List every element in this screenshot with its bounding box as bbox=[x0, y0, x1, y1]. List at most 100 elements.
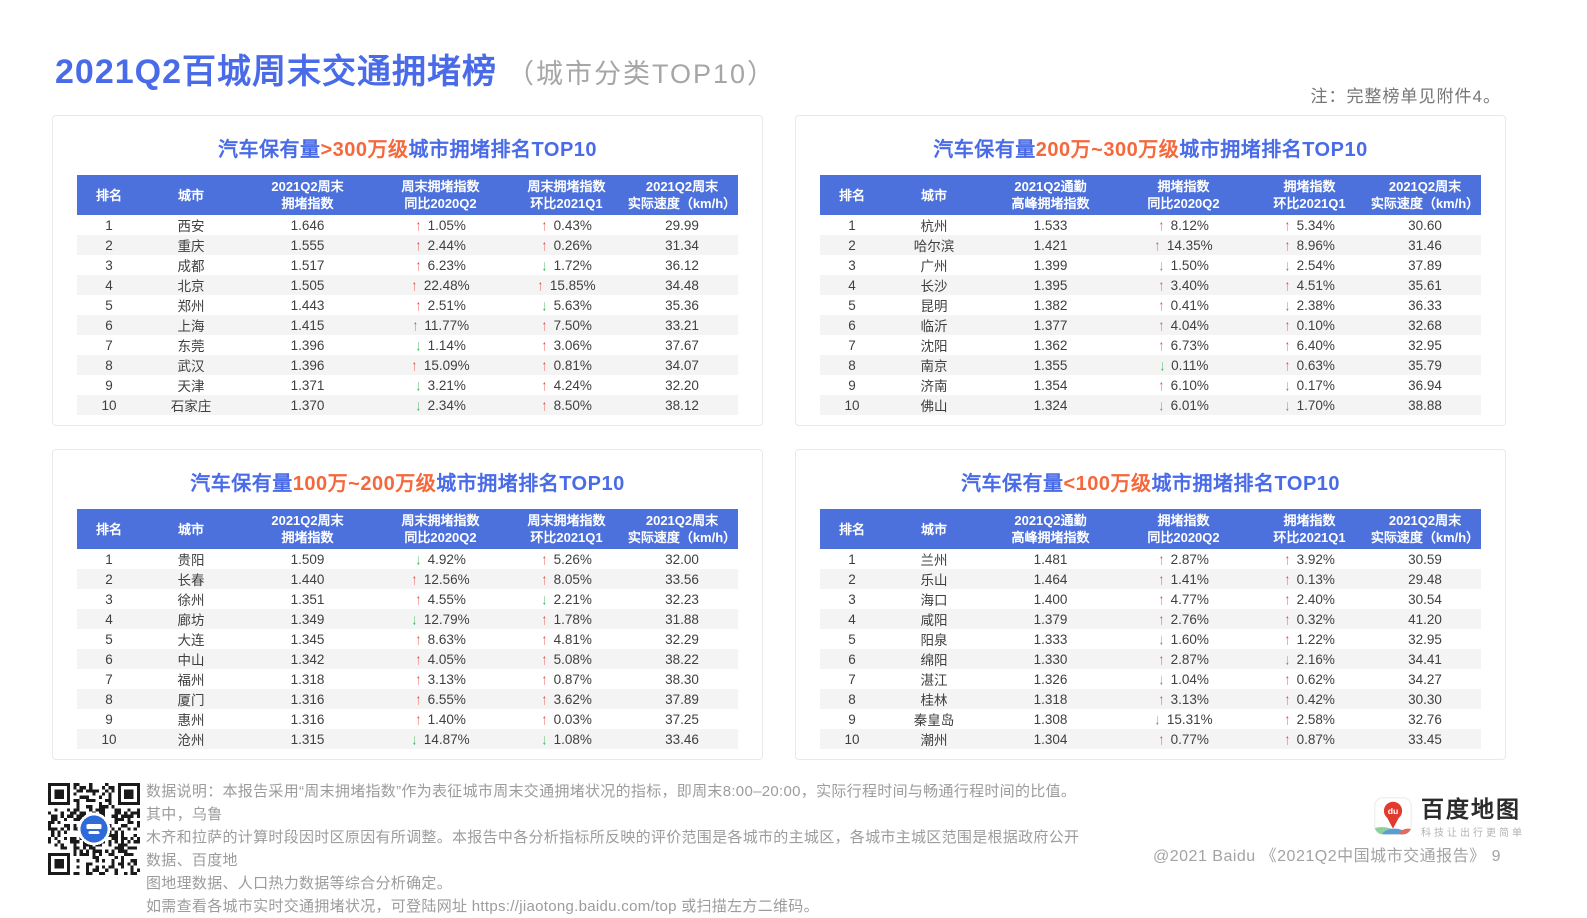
down-arrow-icon: ↓ bbox=[1158, 396, 1164, 414]
panel-title: 汽车保有量100万~200万级城市拥堵排名TOP10 bbox=[53, 467, 762, 496]
index-cell: 1.517 bbox=[290, 257, 325, 273]
qoq-change-cell: ↑ 0.42% bbox=[1250, 689, 1369, 709]
table-row: 10 潮州 1.304 ↑ 0.77% ↑ 0.87% 33.45 bbox=[820, 729, 1481, 749]
rank-cell: 6 bbox=[105, 651, 113, 667]
change-value: 7.50% bbox=[553, 317, 592, 333]
table-row: 6 上海 1.415 ↑ 11.77% ↑ 7.50% 33.21 bbox=[77, 315, 738, 335]
qoq-change-cell: ↓ 0.17% bbox=[1250, 375, 1369, 395]
city-cell: 长沙 bbox=[920, 279, 948, 294]
rank-cell: 3 bbox=[848, 591, 856, 607]
city-cell: 武汉 bbox=[177, 359, 205, 374]
up-arrow-icon: ↑ bbox=[1155, 236, 1161, 254]
index-cell: 1.318 bbox=[290, 671, 325, 687]
yoy-change-cell: ↓ 3.21% bbox=[374, 375, 507, 395]
change-value: 22.48% bbox=[423, 277, 470, 293]
index-cell: 1.464 bbox=[1033, 571, 1068, 587]
index-cell: 1.371 bbox=[290, 377, 325, 393]
index-cell: 1.324 bbox=[1033, 397, 1068, 413]
up-arrow-icon: ↑ bbox=[1158, 276, 1164, 294]
change-value: 3.62% bbox=[553, 691, 592, 707]
change-value: 2.40% bbox=[1296, 591, 1335, 607]
down-arrow-icon: ↓ bbox=[415, 550, 421, 568]
down-arrow-icon: ↓ bbox=[1155, 710, 1161, 728]
up-arrow-icon: ↑ bbox=[1284, 570, 1290, 588]
yoy-change-cell: ↑ 0.77% bbox=[1117, 729, 1250, 749]
up-arrow-icon: ↑ bbox=[1158, 550, 1164, 568]
page-title: 2021Q2百城周末交通拥堵榜 （城市分类TOP10） bbox=[55, 44, 776, 93]
change-value: 4.92% bbox=[427, 551, 466, 567]
down-arrow-icon: ↓ bbox=[415, 376, 421, 394]
qr-code bbox=[48, 783, 140, 875]
speed-cell: 33.45 bbox=[1408, 731, 1442, 747]
speed-cell: 35.61 bbox=[1408, 277, 1442, 293]
qoq-change-cell: ↑ 15.85% bbox=[507, 275, 626, 295]
change-value: 2.51% bbox=[427, 297, 466, 313]
rank-cell: 1 bbox=[848, 551, 856, 567]
change-value: 4.77% bbox=[1170, 591, 1209, 607]
panel-title-suffix: 城市拥堵排名TOP10 bbox=[1151, 473, 1341, 495]
city-cell: 长春 bbox=[177, 573, 205, 588]
up-arrow-icon: ↑ bbox=[541, 710, 547, 728]
up-arrow-icon: ↑ bbox=[1284, 670, 1290, 688]
speed-cell: 30.54 bbox=[1408, 591, 1442, 607]
speed-cell: 37.89 bbox=[665, 691, 699, 707]
rank-cell: 1 bbox=[105, 217, 113, 233]
speed-cell: 33.46 bbox=[665, 731, 699, 747]
index-cell: 1.316 bbox=[290, 691, 325, 707]
up-arrow-icon: ↑ bbox=[1158, 296, 1164, 314]
rank-cell: 2 bbox=[105, 237, 113, 253]
column-header: 周末拥堵指数 环比2021Q1 bbox=[507, 509, 626, 549]
change-value: 15.85% bbox=[549, 277, 596, 293]
down-arrow-icon: ↓ bbox=[541, 590, 547, 608]
yoy-change-cell: ↓ 1.60% bbox=[1117, 629, 1250, 649]
page-subtitle: （城市分类TOP10） bbox=[507, 59, 777, 89]
yoy-change-cell: ↑ 22.48% bbox=[374, 275, 507, 295]
change-value: 4.51% bbox=[1296, 277, 1335, 293]
index-cell: 1.315 bbox=[290, 731, 325, 747]
change-value: 14.35% bbox=[1166, 237, 1213, 253]
rank-cell: 1 bbox=[105, 551, 113, 567]
change-value: 2.87% bbox=[1170, 651, 1209, 667]
column-header: 城市 bbox=[141, 175, 241, 215]
table-row: 3 徐州 1.351 ↑ 4.55% ↓ 2.21% 32.23 bbox=[77, 589, 738, 609]
change-value: 14.87% bbox=[423, 731, 470, 747]
change-value: 1.08% bbox=[553, 731, 592, 747]
speed-cell: 31.88 bbox=[665, 611, 699, 627]
column-header: 拥堵指数 同比2020Q2 bbox=[1117, 175, 1250, 215]
up-arrow-icon: ↑ bbox=[541, 216, 547, 234]
table-row: 2 乐山 1.464 ↑ 1.41% ↑ 0.13% 29.48 bbox=[820, 569, 1481, 589]
change-value: 1.22% bbox=[1296, 631, 1335, 647]
city-cell: 湛江 bbox=[920, 673, 948, 688]
city-cell: 惠州 bbox=[177, 713, 205, 728]
up-arrow-icon: ↑ bbox=[541, 236, 547, 254]
change-value: 11.77% bbox=[424, 317, 470, 333]
qoq-change-cell: ↑ 4.51% bbox=[1250, 275, 1369, 295]
rank-cell: 7 bbox=[105, 671, 113, 687]
rank-cell: 9 bbox=[105, 711, 113, 727]
up-arrow-icon: ↑ bbox=[1284, 550, 1290, 568]
index-cell: 1.415 bbox=[290, 317, 325, 333]
down-arrow-icon: ↓ bbox=[1158, 670, 1164, 688]
qoq-change-cell: ↑ 0.63% bbox=[1250, 355, 1369, 375]
qoq-change-cell: ↑ 4.24% bbox=[507, 375, 626, 395]
ranking-table: 排名 城市 2021Q2通勤 高峰拥堵指数 拥堵指数 同比2020Q2 拥堵指数 环比2021… bbox=[820, 509, 1481, 749]
qoq-change-cell: ↑ 5.34% bbox=[1250, 215, 1369, 235]
header-row: 排名 城市 2021Q2通勤 高峰拥堵指数 拥堵指数 同比2020Q2 拥堵指数 环比2021… bbox=[820, 509, 1481, 549]
footer-description: 数据说明：本报告采用“周末拥堵指数”作为表征城市周末交通拥堵状况的指标，即周末8… bbox=[146, 780, 1091, 918]
up-arrow-icon: ↑ bbox=[415, 236, 421, 254]
yoy-change-cell: ↑ 3.13% bbox=[374, 669, 507, 689]
table-row: 2 哈尔滨 1.421 ↑ 14.35% ↑ 8.96% 31.46 bbox=[820, 235, 1481, 255]
qoq-change-cell: ↑ 8.05% bbox=[507, 569, 626, 589]
rank-cell: 6 bbox=[105, 317, 113, 333]
up-arrow-icon: ↑ bbox=[415, 650, 421, 668]
rank-cell: 8 bbox=[848, 691, 856, 707]
column-header: 2021Q2周末 实际速度（km/h） bbox=[626, 509, 738, 549]
table-row: 5 昆明 1.382 ↑ 0.41% ↓ 2.38% 36.33 bbox=[820, 295, 1481, 315]
qoq-change-cell: ↑ 3.62% bbox=[507, 689, 626, 709]
qoq-change-cell: ↑ 3.06% bbox=[507, 335, 626, 355]
down-arrow-icon: ↓ bbox=[415, 396, 421, 414]
up-arrow-icon: ↑ bbox=[1284, 730, 1290, 748]
change-value: 0.42% bbox=[1296, 691, 1335, 707]
table-row: 8 南京 1.355 ↓ 0.11% ↑ 0.63% 35.79 bbox=[820, 355, 1481, 375]
change-value: 1.14% bbox=[427, 337, 466, 353]
